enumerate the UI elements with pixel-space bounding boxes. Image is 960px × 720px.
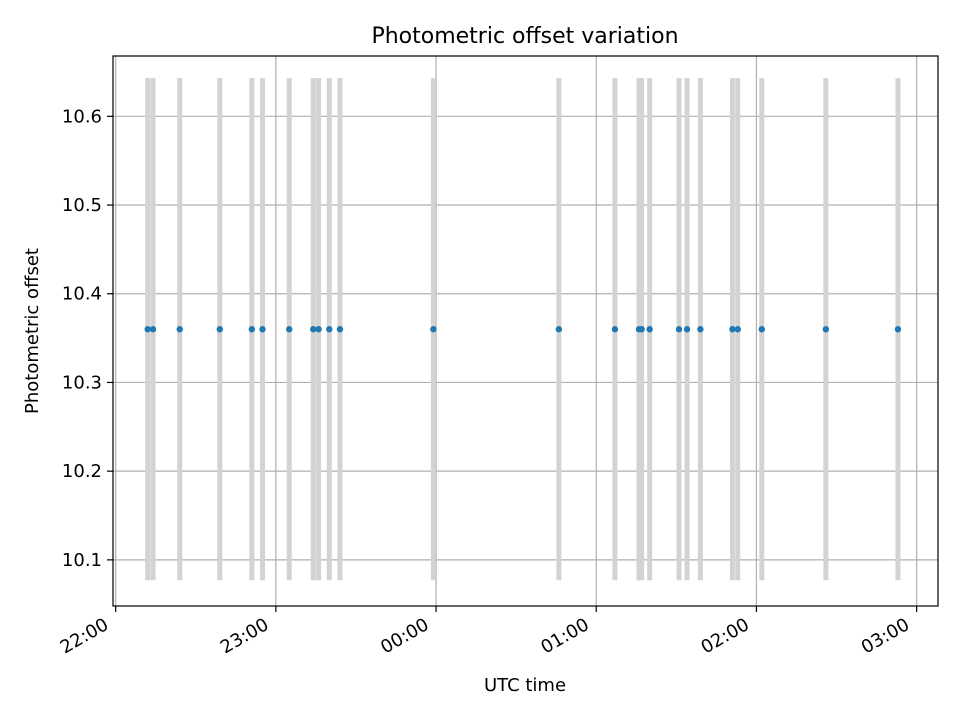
data-points (144, 326, 902, 333)
y-tick-label: 10.1 (62, 550, 102, 571)
x-axis-label: UTC time (484, 675, 566, 696)
y-tick-label: 10.2 (62, 461, 102, 482)
x-ticks: 22:00 23:00 00:00 01:00 02:00 03:00 (57, 606, 918, 658)
x-tick-label: 23:00 (217, 614, 272, 658)
data-point (315, 326, 322, 333)
data-point (555, 326, 563, 333)
y-ticks: 10.1 10.2 10.3 10.4 10.5 10.6 (62, 106, 113, 571)
data-point (286, 326, 293, 333)
data-point (734, 326, 741, 333)
data-point (611, 326, 619, 333)
x-tick-label: 01:00 (537, 614, 592, 658)
grid (113, 56, 938, 606)
x-tick-label: 02:00 (698, 614, 753, 658)
x-tick-label: 00:00 (377, 614, 432, 658)
data-point (683, 326, 691, 333)
y-tick-label: 10.6 (62, 106, 102, 127)
y-tick-label: 10.5 (62, 195, 102, 216)
data-point (310, 326, 317, 333)
data-point (894, 326, 902, 333)
data-point (259, 326, 266, 333)
y-tick-label: 10.4 (62, 284, 102, 305)
data-point (675, 326, 683, 333)
data-point (638, 326, 645, 333)
data-point (149, 326, 157, 333)
data-point (430, 326, 437, 333)
y-axis-label: Photometric offset (22, 248, 43, 414)
y-tick-label: 10.3 (62, 372, 102, 393)
data-point (144, 326, 151, 333)
x-tick-label: 22:00 (57, 614, 112, 658)
data-point (216, 326, 223, 333)
data-point (729, 326, 736, 333)
x-tick-label: 03:00 (858, 614, 913, 658)
data-point (176, 326, 183, 333)
data-point (758, 326, 765, 333)
data-point (646, 326, 653, 333)
data-point (336, 326, 344, 333)
chart-title: Photometric offset variation (371, 24, 678, 49)
data-point (248, 326, 256, 333)
data-point (697, 326, 704, 333)
plot-frame (112, 55, 939, 607)
data-point (822, 326, 830, 333)
data-point (326, 326, 333, 333)
